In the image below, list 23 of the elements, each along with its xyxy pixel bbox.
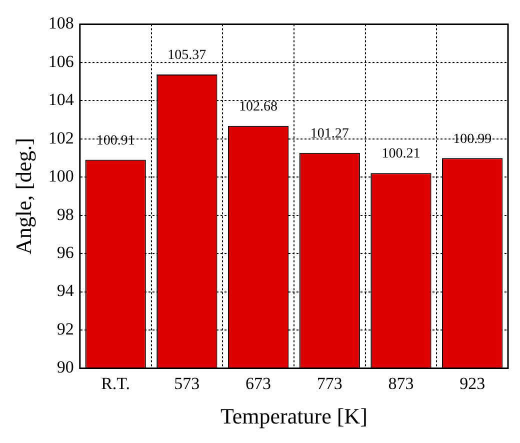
x-tick-label: R.T.: [101, 374, 130, 393]
data-label: 105.37: [168, 48, 206, 64]
x-tick-label: 673: [246, 374, 272, 393]
data-label: 100.91: [96, 133, 135, 148]
y-tick-label: 104: [48, 90, 74, 110]
data-label: 100.21: [382, 146, 420, 162]
y-tick-label: 94: [56, 281, 74, 300]
y-tick-label: 108: [48, 14, 74, 33]
y-axis-title: Angle, [deg.]: [10, 138, 36, 255]
x-tick-label: 873: [388, 374, 414, 393]
data-label: 102.68: [239, 100, 278, 115]
x-tick-label: 923: [460, 374, 486, 393]
data-label: 101.27: [310, 126, 349, 142]
y-tick-label: 98: [56, 204, 74, 224]
x-axis-title: Temperature [K]: [220, 404, 368, 429]
y-tick-label: 100: [48, 166, 74, 186]
y-tick-label: 106: [48, 52, 74, 71]
y-tick-label: 92: [56, 319, 74, 338]
x-tick-label: 573: [174, 374, 200, 393]
y-tick-label: 96: [56, 243, 74, 262]
y-tick-label: 102: [48, 128, 74, 148]
x-tick-label: 773: [316, 374, 342, 393]
y-tick-label: 90: [56, 358, 74, 377]
